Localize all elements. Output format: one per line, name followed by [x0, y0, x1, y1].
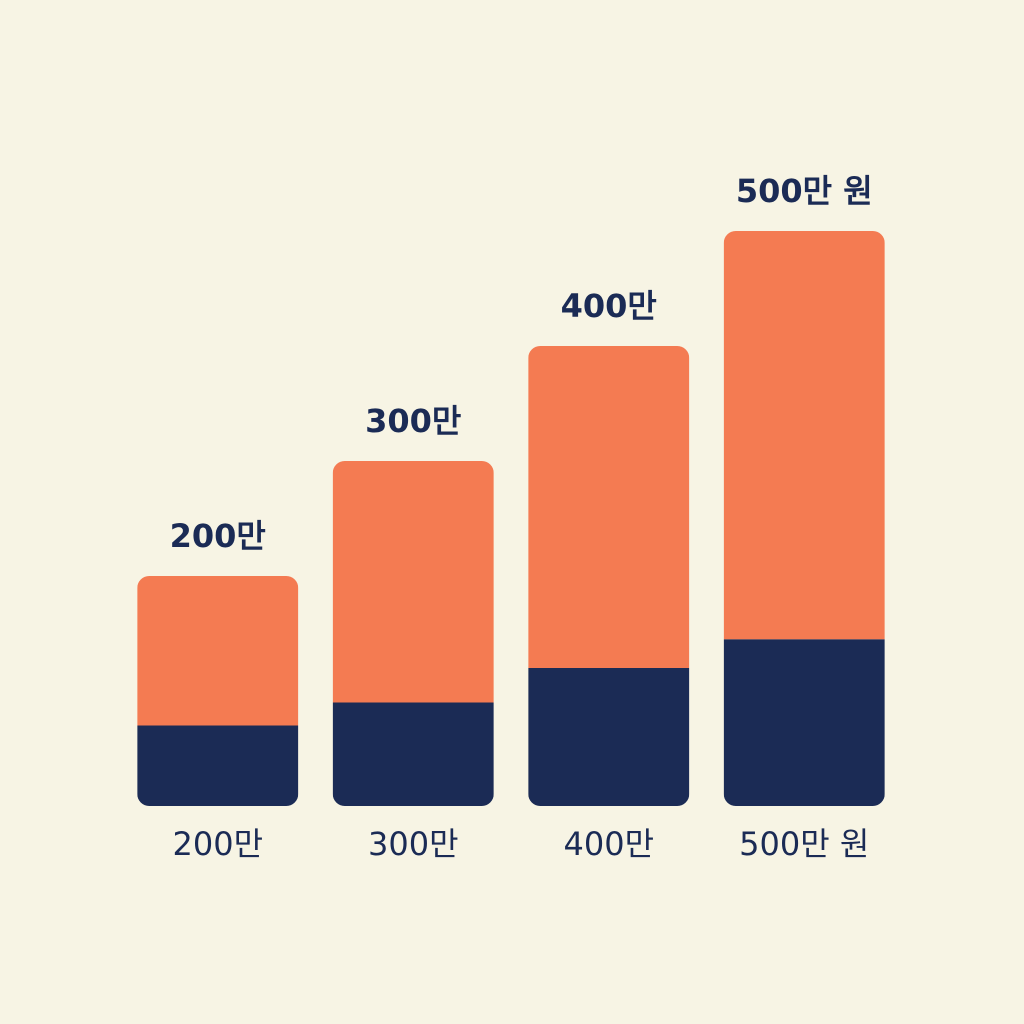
bar-segment	[332, 702, 494, 806]
value-label: 500만 원	[736, 172, 873, 210]
bar-segment	[723, 231, 885, 640]
bar-group	[332, 461, 494, 806]
bar-group	[137, 576, 299, 806]
bar-group	[723, 231, 885, 806]
bar-segment	[723, 639, 885, 806]
bar-segment	[332, 461, 494, 703]
x-tick-label: 300만	[368, 825, 459, 863]
x-tick-label: 400만	[563, 825, 654, 863]
value-label: 400만	[561, 287, 657, 325]
bar-group	[528, 346, 690, 806]
bar-segment	[528, 668, 690, 806]
bar-segment	[137, 725, 299, 806]
x-tick-label: 200만	[172, 825, 263, 863]
bar-segment	[528, 346, 690, 668]
bar-segment	[137, 576, 299, 726]
value-label: 300만	[365, 402, 461, 440]
x-tick-label: 500만 원	[739, 825, 869, 863]
value-label: 200만	[170, 517, 266, 555]
